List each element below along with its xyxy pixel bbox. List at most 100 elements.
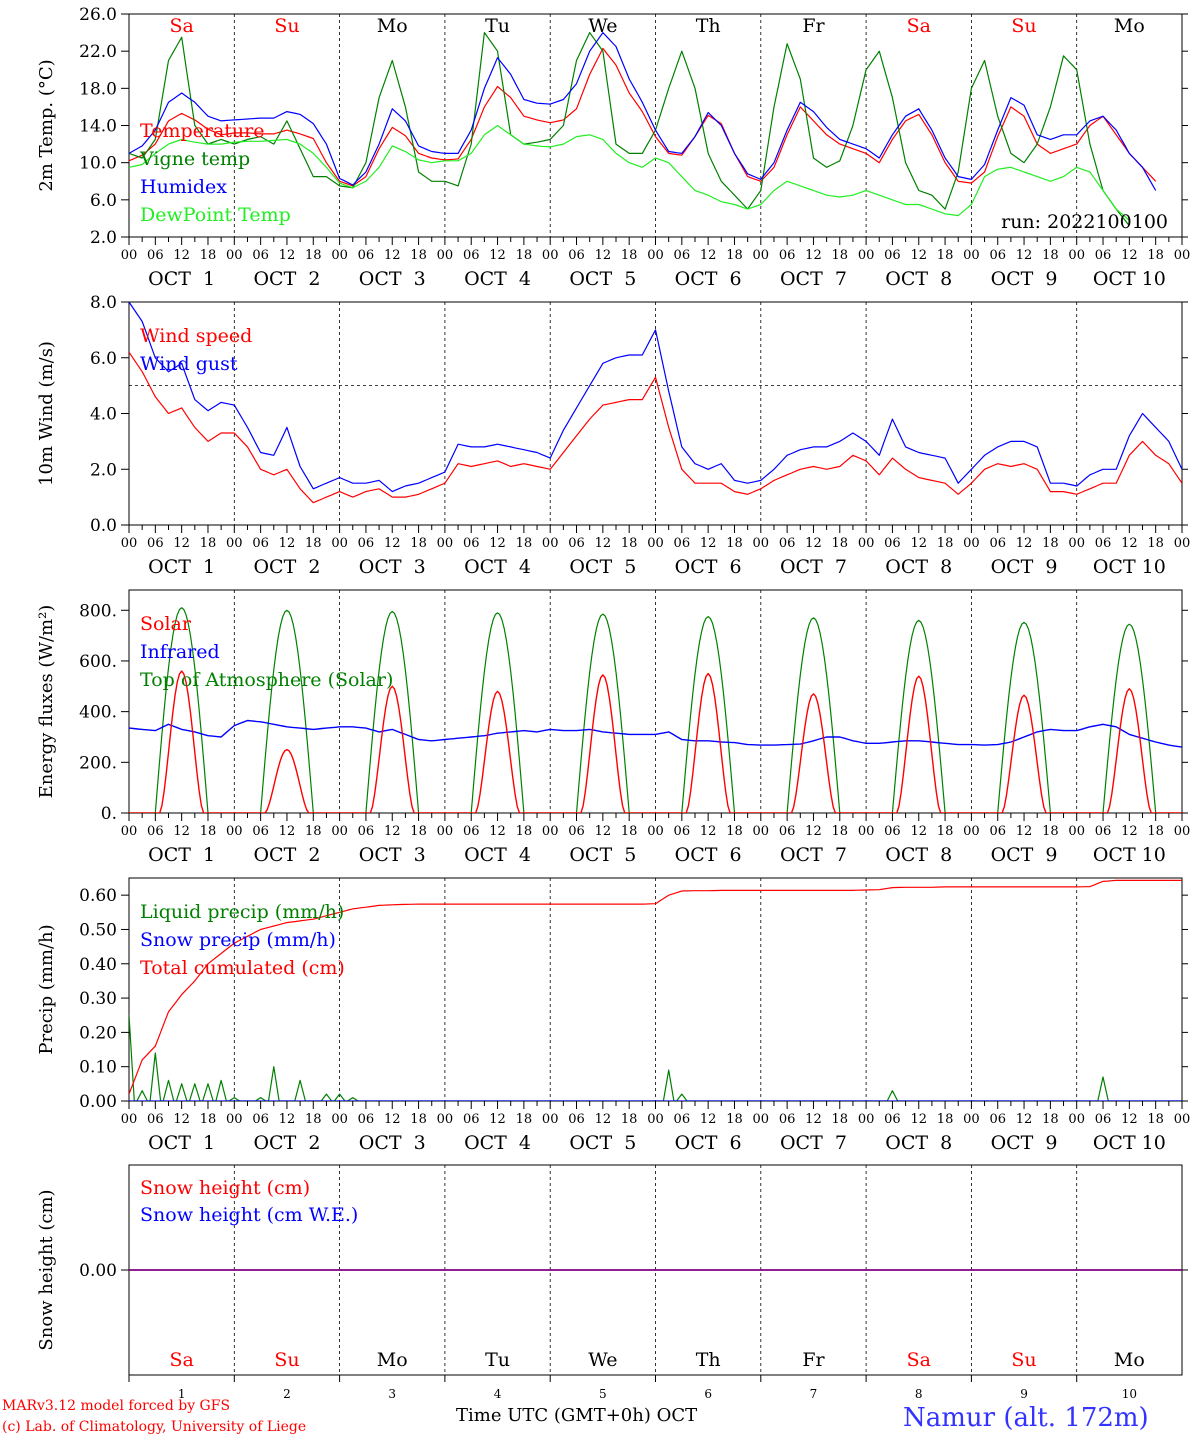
hour-label: 00 [858,248,875,263]
hour-label: 18 [937,1112,954,1127]
hour-label: 06 [779,536,796,551]
date-label: OCT 4 [464,844,531,866]
date-label: OCT 1 [148,556,215,578]
date-label: OCT 5 [569,556,636,578]
hour-label: 18 [621,1112,638,1127]
y-tick-label: 18.0 [79,79,117,99]
hour-label: 06 [674,824,691,839]
day-number: 2 [283,1387,291,1401]
hour-label: 12 [384,536,401,551]
y-tick-label: 0.00 [79,1092,117,1112]
hour-label: 06 [989,1112,1006,1127]
hour-label: 12 [489,536,506,551]
hour-label: 00 [542,248,559,263]
hour-label: 12 [173,536,190,551]
y-axis-label: Snow height (cm) [36,1189,57,1350]
hour-label: 18 [832,536,849,551]
weekday-label-top: Su [274,15,299,37]
series-line-liquid-precip-mm-h- [129,1014,1182,1101]
y-tick-label: 26.0 [79,5,117,25]
hour-label: 06 [989,824,1006,839]
hour-label: 12 [384,1112,401,1127]
hour-label: 12 [279,824,296,839]
hour-label: 12 [910,536,927,551]
hour-label: 18 [305,536,322,551]
date-label: OCT 1 [148,1132,215,1154]
hour-label: 06 [884,824,901,839]
weekday-label-top: Fr [802,15,825,37]
hour-label: 18 [1147,536,1164,551]
hour-label: 00 [331,824,348,839]
station-name: Namur (alt. 172m) [903,1403,1149,1433]
date-label: OCT 4 [464,268,531,290]
y-axis-label: 10m Wind (m/s) [36,341,57,486]
date-label: OCT 6 [675,1132,742,1154]
hour-label: 12 [700,248,717,263]
y-axis-label: Precip (mm/h) [36,924,57,1054]
hour-label: 18 [305,1112,322,1127]
hour-label: 00 [753,824,770,839]
hour-label: 06 [674,248,691,263]
hour-label: 12 [595,536,612,551]
y-tick-label: 8.0 [90,293,117,313]
hour-label: 06 [674,536,691,551]
date-label: OCT 10 [1093,1132,1166,1154]
date-label: OCT 8 [885,556,952,578]
legend-entry: Liquid precip (mm/h) [140,901,344,923]
y-tick-label: 0.20 [79,1023,117,1043]
hour-label: 12 [1016,248,1033,263]
date-label: OCT 3 [359,268,426,290]
hour-label: 00 [542,824,559,839]
hour-label: 18 [1042,536,1059,551]
hour-label: 00 [331,1112,348,1127]
y-tick-label: 4.0 [90,405,117,425]
hour-label: 18 [410,536,427,551]
hour-label: 00 [226,536,243,551]
date-label: OCT 7 [780,1132,847,1154]
y-tick-label: 0.60 [79,886,117,906]
run-annotation: run: 2022100100 [1001,211,1168,233]
weekday-label-top: We [588,15,617,37]
hour-label: 12 [595,824,612,839]
hour-label: 06 [1095,248,1112,263]
hour-label: 00 [1068,824,1085,839]
day-number: 6 [704,1387,712,1401]
hour-label: 06 [779,1112,796,1127]
day-number: 4 [494,1387,502,1401]
hour-label: 00 [753,1112,770,1127]
hour-label: 18 [726,248,743,263]
hour-label: 06 [463,536,480,551]
hour-label: 12 [910,824,927,839]
hour-label: 00 [121,248,138,263]
hour-label: 12 [700,1112,717,1127]
y-tick-label: 0.30 [79,989,117,1009]
hour-label: 06 [147,824,164,839]
hour-label: 00 [753,248,770,263]
hour-label: 18 [937,248,954,263]
hour-label: 18 [1147,248,1164,263]
date-label: OCT 7 [780,844,847,866]
hour-label: 00 [858,824,875,839]
y-tick-label: 0.40 [79,955,117,975]
hour-label: 06 [252,824,269,839]
hour-label: 00 [1068,1112,1085,1127]
weekday-label-top: Th [696,15,721,37]
y-tick-label: 22.0 [79,42,117,62]
hour-label: 00 [647,824,664,839]
hour-label: 12 [173,824,190,839]
hour-label: 06 [147,536,164,551]
hour-label: 00 [963,248,980,263]
hour-label: 12 [1121,1112,1138,1127]
date-label: OCT 2 [253,1132,320,1154]
legend-entry: Solar [140,613,192,635]
hour-label: 00 [437,1112,454,1127]
hour-label: 18 [832,824,849,839]
hour-label: 12 [910,248,927,263]
date-label: OCT 3 [359,844,426,866]
date-label: OCT 1 [148,268,215,290]
hour-label: 00 [542,536,559,551]
legend-entry: Snow precip (mm/h) [140,929,336,951]
hour-label: 12 [173,1112,190,1127]
date-label: OCT 2 [253,844,320,866]
hour-label: 06 [358,824,375,839]
